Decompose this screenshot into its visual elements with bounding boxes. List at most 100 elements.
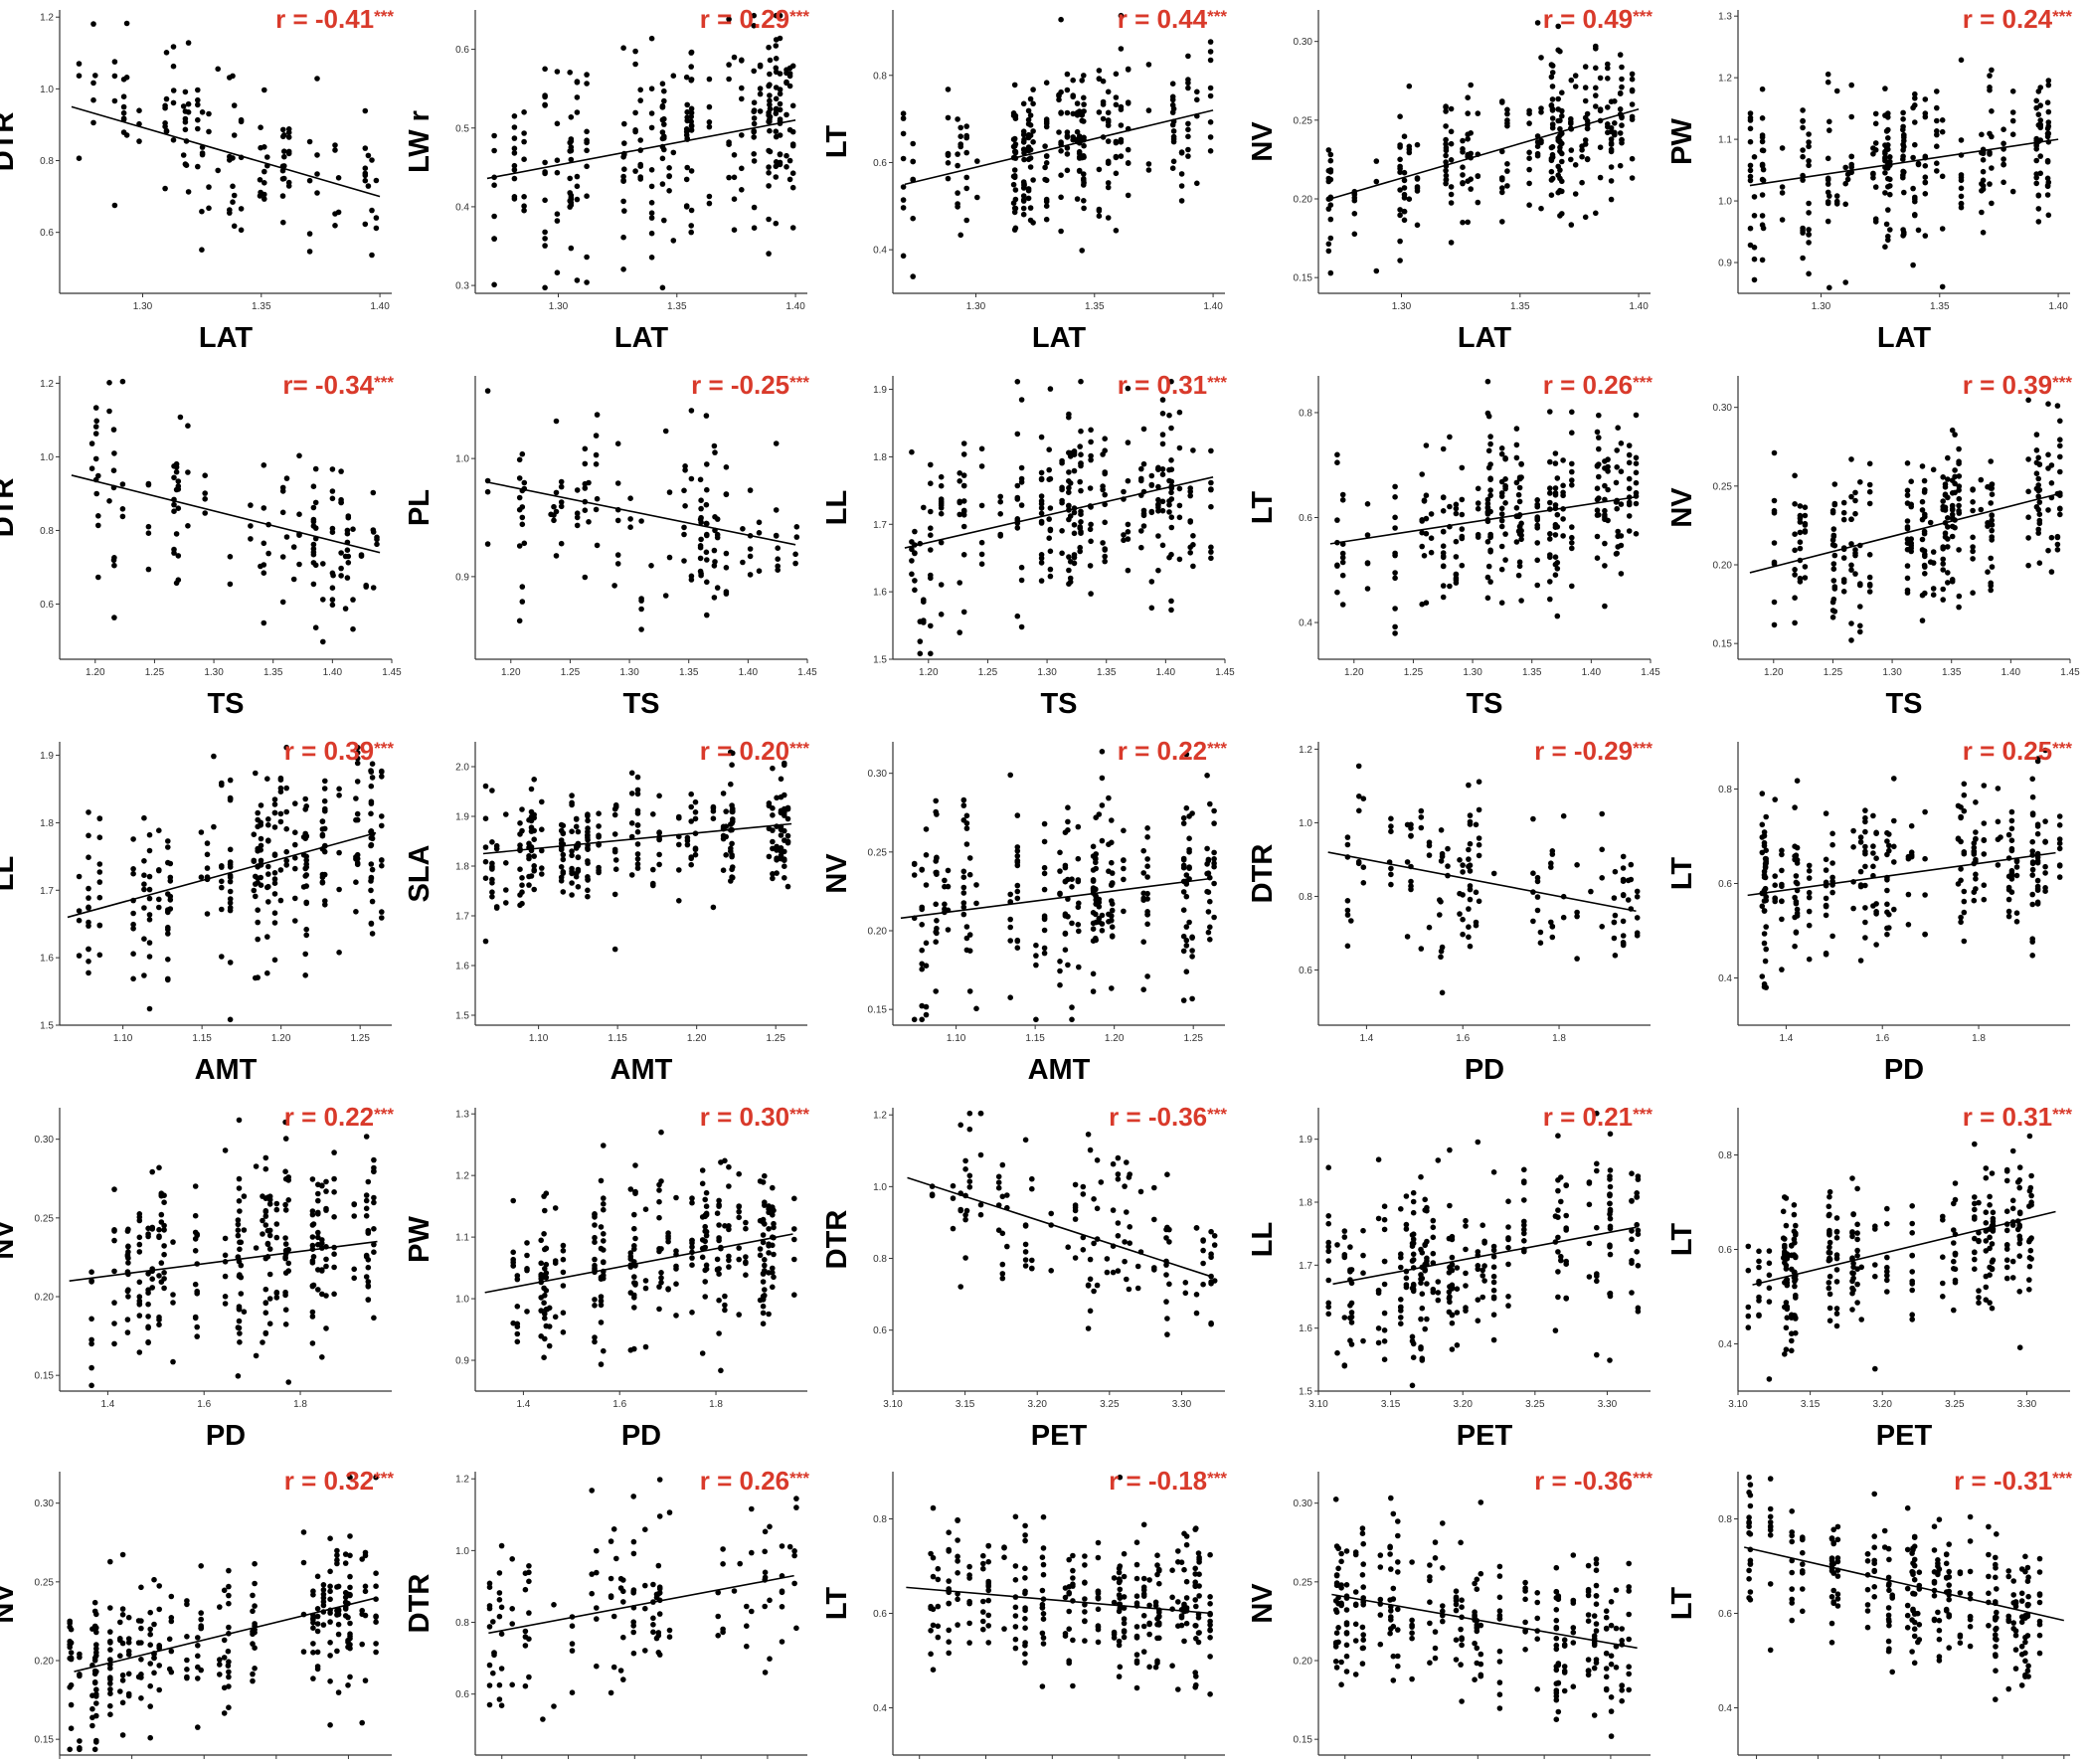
data-point xyxy=(227,581,234,588)
data-point xyxy=(1961,850,1968,857)
data-point xyxy=(1806,862,1813,869)
data-point xyxy=(111,562,117,569)
data-point xyxy=(666,173,672,180)
data-point xyxy=(110,467,117,474)
data-point xyxy=(612,857,619,863)
data-point xyxy=(1075,855,1082,862)
y-tick-label: 0.8 xyxy=(873,1254,887,1265)
data-point xyxy=(703,1203,710,1209)
data-point xyxy=(628,872,635,878)
data-point xyxy=(141,814,147,821)
data-point xyxy=(236,1175,243,1182)
data-point xyxy=(1970,499,1976,505)
data-point xyxy=(1534,907,1541,914)
data-point xyxy=(1208,503,1214,510)
x-tick-label: 1.30 xyxy=(966,301,986,312)
data-point xyxy=(1626,451,1633,458)
data-point xyxy=(711,595,718,601)
data-point xyxy=(910,158,916,165)
data-point xyxy=(482,844,489,850)
data-point xyxy=(354,810,361,817)
data-point xyxy=(1069,876,1075,882)
data-point xyxy=(511,162,518,169)
data-point xyxy=(371,1156,377,1163)
data-point xyxy=(519,875,525,881)
data-point xyxy=(596,810,602,816)
data-point xyxy=(726,62,732,68)
data-point xyxy=(1125,529,1131,535)
data-point xyxy=(1168,524,1175,531)
data-point xyxy=(285,150,292,157)
data-point xyxy=(332,211,338,217)
y-tick-label: 1.5 xyxy=(40,1021,54,1032)
data-point xyxy=(353,909,359,915)
data-point xyxy=(510,1197,516,1204)
data-point xyxy=(1064,167,1071,174)
data-point xyxy=(86,919,91,926)
data-point xyxy=(1513,505,1520,511)
data-point xyxy=(1140,870,1146,876)
data-point xyxy=(2009,117,2016,124)
x-tick-label: 1.30 xyxy=(549,301,569,312)
data-point xyxy=(1958,804,1964,810)
data-point xyxy=(726,1183,732,1189)
data-point xyxy=(1447,503,1453,510)
data-point xyxy=(751,225,758,231)
data-point xyxy=(1866,583,1873,589)
data-point xyxy=(923,882,930,888)
data-point xyxy=(1949,505,1956,512)
data-point xyxy=(1208,486,1214,493)
data-point xyxy=(569,880,575,886)
data-point xyxy=(912,587,918,594)
data-point xyxy=(1825,181,1831,187)
x-tick-label: 1.20 xyxy=(1105,1033,1125,1044)
data-point xyxy=(659,155,666,162)
data-point xyxy=(365,152,372,159)
data-point xyxy=(206,205,212,212)
data-point xyxy=(778,845,784,851)
data-point xyxy=(716,1235,722,1241)
data-point xyxy=(1460,219,1466,226)
data-point xyxy=(219,782,225,789)
data-point xyxy=(1027,205,1034,211)
data-point xyxy=(371,1168,377,1175)
data-point xyxy=(1557,175,1563,182)
data-point xyxy=(1423,442,1430,448)
y-tick-label: 1.2 xyxy=(40,13,54,24)
data-point xyxy=(1797,545,1804,552)
data-point xyxy=(928,547,934,553)
data-point xyxy=(2005,884,2012,891)
data-point xyxy=(362,145,369,151)
data-point xyxy=(1922,191,1929,197)
data-point xyxy=(773,133,780,140)
data-point xyxy=(703,1266,710,1272)
data-point xyxy=(963,149,969,156)
data-point xyxy=(2035,454,2041,461)
data-point xyxy=(369,866,376,873)
data-point xyxy=(1989,564,1996,570)
x-tick-label: 1.4 xyxy=(100,1399,114,1410)
data-point xyxy=(542,1266,548,1272)
data-point xyxy=(1466,906,1472,912)
data-point xyxy=(716,1201,722,1208)
data-point xyxy=(145,480,152,487)
data-point xyxy=(569,828,575,834)
data-point xyxy=(1794,857,1801,863)
data-point xyxy=(1125,536,1131,542)
data-point xyxy=(1022,1241,1029,1248)
data-point xyxy=(1829,874,1835,881)
data-point xyxy=(1041,886,1048,893)
data-point xyxy=(1949,427,1956,434)
data-point xyxy=(702,1223,708,1230)
data-point xyxy=(960,451,967,457)
data-point xyxy=(1186,835,1192,841)
y-tick-label: 1.9 xyxy=(873,385,887,396)
data-point xyxy=(957,629,962,635)
data-point xyxy=(938,482,945,489)
data-point xyxy=(596,832,602,838)
data-point xyxy=(598,1298,605,1304)
data-point xyxy=(541,1300,547,1306)
data-point xyxy=(368,874,375,881)
data-point xyxy=(1614,464,1620,470)
data-point xyxy=(689,1310,695,1316)
